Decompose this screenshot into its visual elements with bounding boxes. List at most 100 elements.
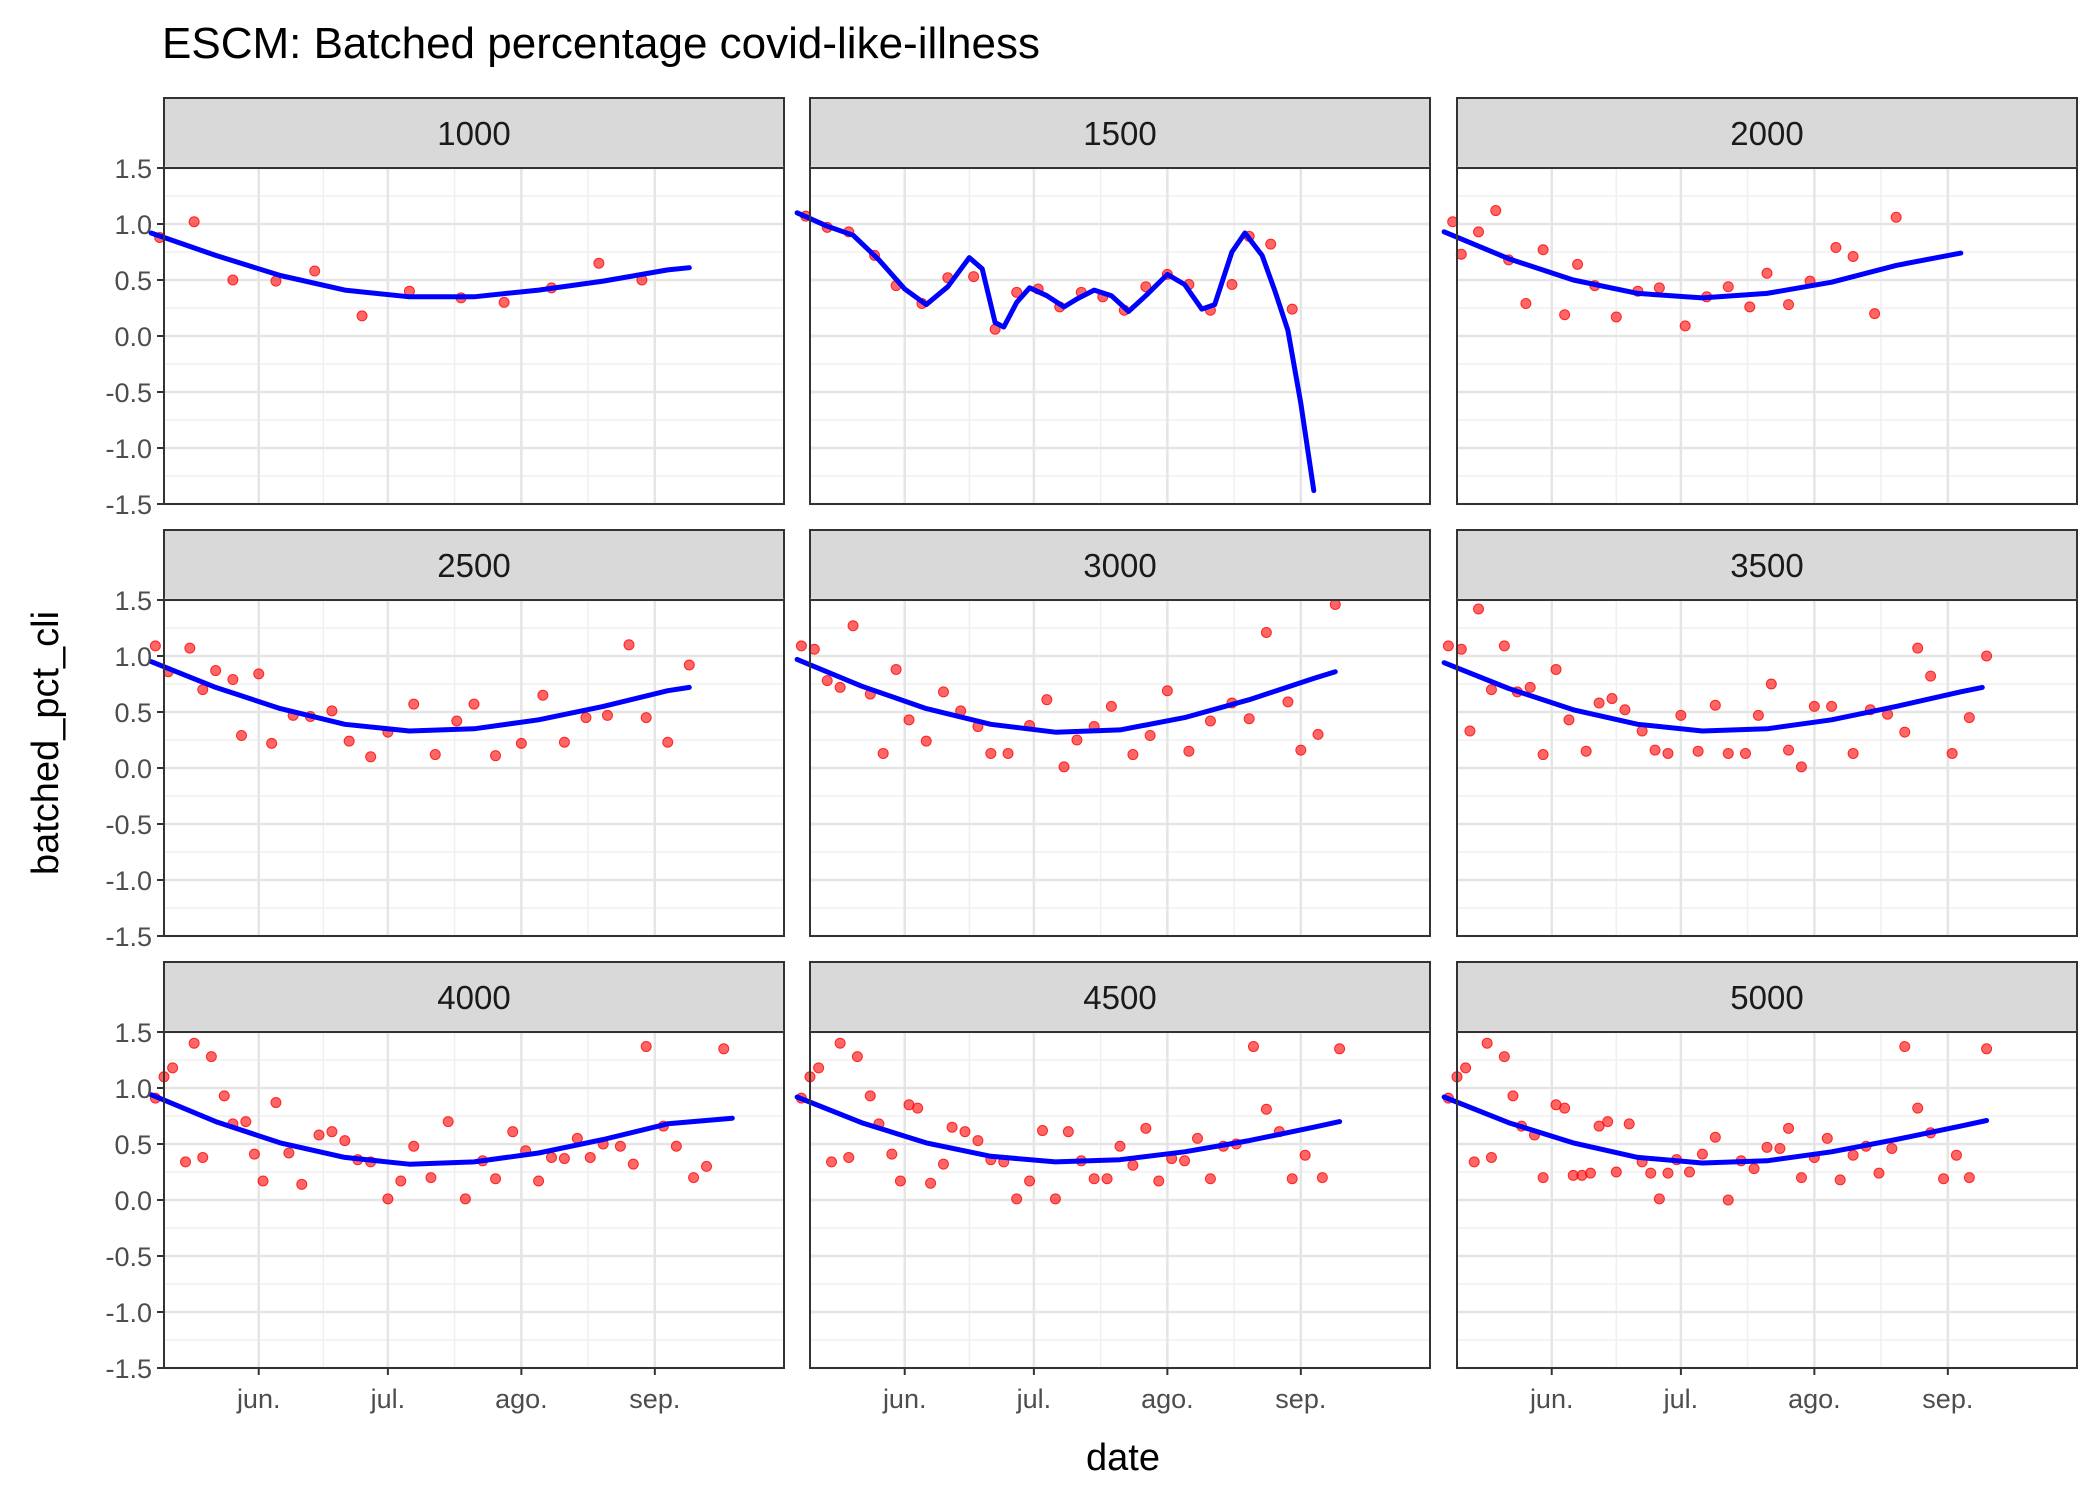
data-point (937, 1158, 949, 1170)
data-point (1481, 1037, 1493, 1049)
y-tick-label: -1.0 (105, 434, 152, 464)
data-point (1653, 1193, 1665, 1205)
data-point (1602, 1116, 1614, 1128)
data-point (240, 1116, 252, 1128)
y-tick-label: -0.5 (105, 1242, 152, 1272)
data-point (1464, 725, 1476, 737)
data-point (1140, 281, 1152, 293)
data-point (356, 310, 368, 322)
data-point (1460, 1062, 1472, 1074)
data-point (1765, 678, 1777, 690)
data-point (1183, 745, 1195, 757)
data-point (890, 663, 902, 675)
data-point (1899, 1041, 1911, 1053)
data-point (683, 659, 695, 671)
data-point (218, 1090, 230, 1102)
data-point (1662, 1167, 1674, 1179)
data-point (1473, 226, 1485, 238)
data-point (205, 1051, 217, 1063)
data-point (326, 1126, 338, 1138)
data-point (408, 1140, 420, 1152)
data-point (1312, 728, 1324, 740)
data-point (1912, 1102, 1924, 1114)
smooth-line (1441, 660, 1985, 734)
data-point (266, 737, 278, 749)
data-point (283, 1147, 295, 1159)
data-point (1468, 1156, 1480, 1168)
y-tick-label: -1.0 (105, 1298, 152, 1328)
data-point (1049, 1193, 1061, 1205)
y-tick-label: 0.0 (114, 1186, 152, 1216)
y-tick-label: -0.5 (105, 810, 152, 840)
facet-panel: 3500 (1441, 529, 2078, 938)
x-tick-label: jul. (370, 1384, 406, 1414)
data-point (1593, 697, 1605, 709)
data-point (1127, 749, 1139, 761)
data-point (985, 747, 997, 759)
facet-panel: 2000 (1441, 97, 2078, 506)
y-tick-label: -1.5 (105, 490, 152, 520)
facet-strip-label: 3500 (1730, 547, 1803, 584)
facet-panels: 1000 -1.5 -1.0 -0.5 0.0 0.5 1.0 1.5 1500 2000 2500… (105, 97, 2078, 1414)
data-point (257, 1175, 269, 1187)
data-point (468, 698, 480, 710)
y-tick-label: 1.0 (114, 642, 152, 672)
data-point (1011, 286, 1023, 298)
data-point (1752, 709, 1764, 721)
x-tick-label: sep. (1275, 1384, 1326, 1414)
y-tick-label: -1.0 (105, 866, 152, 896)
facet-strip-label: 1000 (437, 115, 510, 152)
data-point (1088, 1173, 1100, 1185)
data-point (1696, 1148, 1708, 1160)
data-point (920, 735, 932, 747)
data-point (1226, 278, 1238, 290)
data-point (1744, 301, 1756, 313)
data-point (847, 620, 859, 632)
facet-panel: 3000 (794, 529, 1431, 938)
data-point (425, 1172, 437, 1184)
data-point (1334, 1043, 1346, 1055)
data-point (1011, 1193, 1023, 1205)
y-tick-label: -1.5 (105, 1354, 152, 1384)
data-point (490, 1173, 502, 1185)
x-tick-label: sep. (629, 1384, 680, 1414)
data-point (1890, 211, 1902, 223)
facet-panel: 1500 (794, 97, 1431, 506)
data-point (1623, 1118, 1635, 1130)
data-point (1520, 298, 1532, 310)
data-point (1963, 1172, 1975, 1184)
data-point (1537, 244, 1549, 256)
data-point (1709, 1131, 1721, 1143)
data-point (1498, 640, 1510, 652)
data-point (614, 1140, 626, 1152)
data-point (1925, 670, 1937, 682)
data-point (1950, 1149, 1962, 1161)
facet-strip-label: 3000 (1083, 547, 1156, 584)
data-point (1847, 1149, 1859, 1161)
smooth-line (148, 230, 692, 300)
data-point (1442, 640, 1454, 652)
data-point (1282, 696, 1294, 708)
data-point (1938, 1173, 1950, 1185)
facet-panel: 4500 jun. jul. ago. sep. (794, 961, 1431, 1414)
data-point (946, 1121, 958, 1133)
data-point (1473, 603, 1485, 615)
data-point (851, 1051, 863, 1063)
data-point (1295, 744, 1307, 756)
data-point (1559, 1102, 1571, 1114)
data-point (537, 689, 549, 701)
data-point (1684, 1166, 1695, 1178)
x-tick-label: jul. (1016, 1384, 1052, 1414)
data-point (627, 1158, 639, 1170)
x-tick-label: ago. (495, 1384, 548, 1414)
data-point (1192, 1132, 1203, 1144)
data-point (1981, 1043, 1993, 1055)
data-point (968, 271, 980, 283)
data-point (1299, 1149, 1311, 1161)
data-point (1550, 663, 1562, 675)
data-point (1847, 747, 1859, 759)
data-point (640, 712, 652, 724)
data-point (210, 665, 222, 677)
y-tick-label: 0.5 (114, 266, 152, 296)
data-point (826, 1156, 838, 1168)
